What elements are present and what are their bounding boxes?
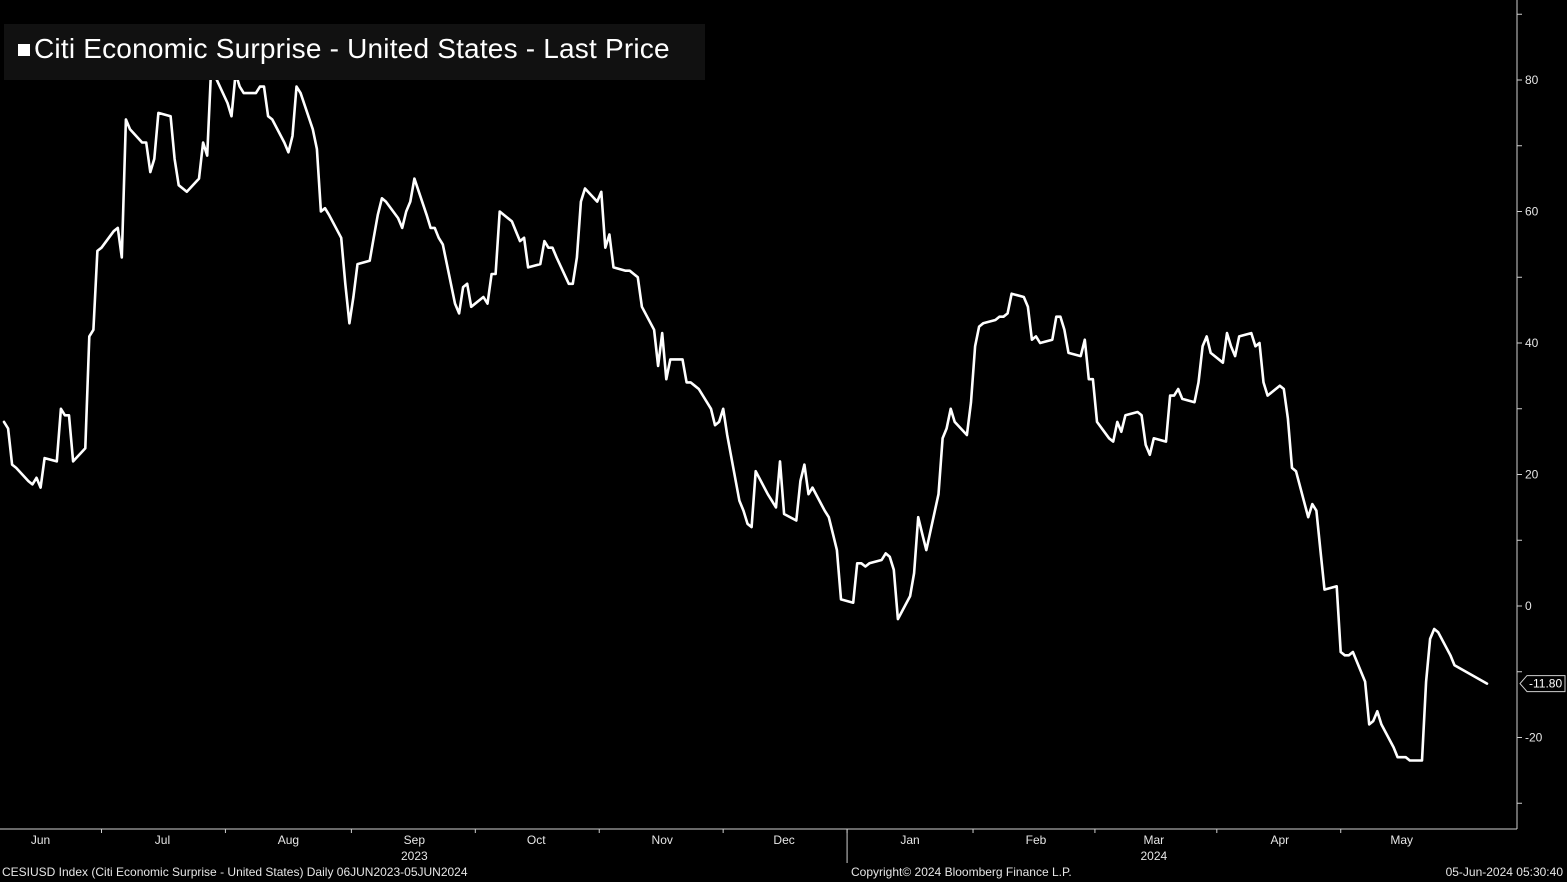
series-layer	[2, 65, 1489, 762]
x-tick-label: Jun	[31, 833, 50, 847]
x-tick-label: Mar	[1143, 833, 1164, 847]
last-value-tag	[1519, 675, 1566, 693]
y-tick-label: 60	[1525, 205, 1539, 219]
x-year-label: 2023	[401, 849, 428, 863]
legend-swatch	[18, 44, 30, 56]
y-tick-label: 20	[1525, 468, 1539, 482]
footer-security-description: CESIUSD Index (Citi Economic Surprise - …	[2, 865, 468, 879]
footer-copyright: Copyright© 2024 Bloomberg Finance L.P.	[851, 865, 1072, 879]
legend-box	[4, 24, 705, 80]
x-tick-label: Apr	[1270, 833, 1289, 847]
y-tick-label: -20	[1525, 731, 1543, 745]
x-tick-label: Nov	[652, 833, 673, 847]
x-tick-label: Jan	[900, 833, 919, 847]
legend-label: Citi Economic Surprise - United States -…	[34, 33, 670, 64]
footer-timestamp: 05-Jun-2024 05:30:40	[1445, 865, 1563, 879]
y-tick-label: 0	[1525, 599, 1532, 613]
x-tick-label: Feb	[1026, 833, 1047, 847]
x-tick-label: Dec	[773, 833, 794, 847]
y-tick-label: 40	[1525, 336, 1539, 350]
x-tick-label: Jul	[155, 833, 170, 847]
x-tick-label: Oct	[527, 833, 546, 847]
x-year-label: 2024	[1140, 849, 1167, 863]
y-tick-label: 80	[1525, 73, 1539, 87]
x-tick-label: May	[1390, 833, 1413, 847]
series-line	[2, 65, 1489, 762]
x-tick-label: Aug	[278, 833, 299, 847]
last-value-label: -11.80	[1529, 677, 1562, 691]
axes-layer: -20 0 20 40 60 80 Jun Jul Aug Sep Oct Nov Dec Jan Feb M…	[0, 0, 1566, 863]
x-tick-label: Sep	[404, 833, 426, 847]
